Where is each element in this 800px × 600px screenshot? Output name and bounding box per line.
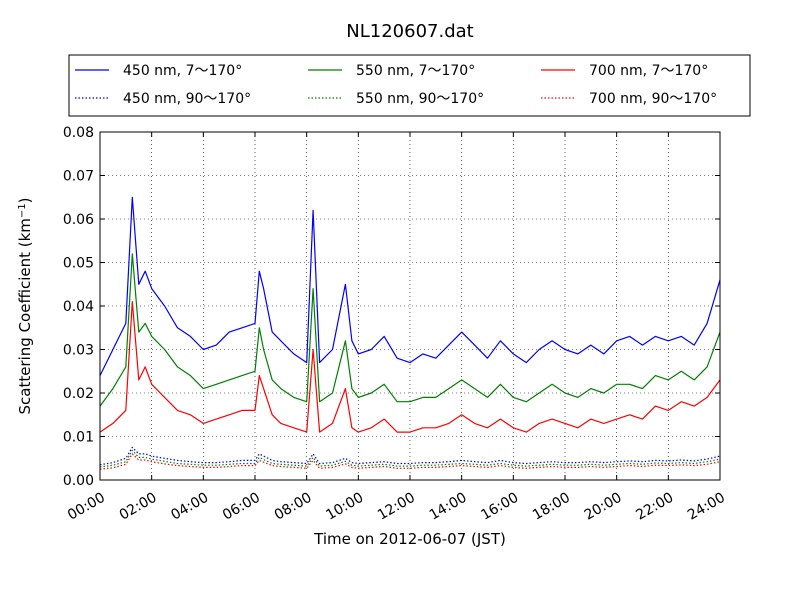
legend-label: 550 nm, 90～170° bbox=[356, 91, 484, 107]
series-line bbox=[99, 301, 721, 433]
legend-label: 450 nm, 7～170° bbox=[123, 63, 242, 79]
chart-title: NL120607.dat bbox=[346, 21, 473, 42]
plot-area: 00:00 02:00 04:00 06:00 08:00 10:00 12:00 14:00… bbox=[63, 125, 728, 524]
x-axis-label: Time on 2012-06-07 (JST) bbox=[313, 530, 506, 548]
legend: 450 nm, 7～170° 550 nm, 7～170° 700 nm, 7～17… bbox=[68, 54, 751, 117]
y-tick-label: 0.02 bbox=[63, 386, 94, 402]
y-axis-label-close: ) bbox=[16, 197, 34, 203]
legend-label: 700 nm, 90～170° bbox=[589, 91, 717, 107]
y-tick-label: 0.00 bbox=[63, 473, 94, 489]
y-tick-label: 0.08 bbox=[63, 125, 94, 141]
y-axis-label-exponent: −1 bbox=[17, 203, 28, 218]
y-tick-label: 0.04 bbox=[63, 299, 94, 315]
y-tick-label: 0.03 bbox=[63, 343, 94, 359]
y-tick-label: 0.05 bbox=[63, 256, 94, 272]
legend-label: 700 nm, 7～170° bbox=[589, 63, 708, 79]
legend-frame bbox=[68, 54, 751, 117]
y-tick-label: 0.01 bbox=[63, 430, 94, 446]
legend-label: 450 nm, 90～170° bbox=[123, 91, 251, 107]
y-tick-label: 0.06 bbox=[63, 212, 94, 228]
y-tick-label: 0.07 bbox=[63, 169, 94, 185]
series-line bbox=[99, 446, 721, 466]
series-line bbox=[99, 196, 721, 376]
series-layer bbox=[99, 196, 721, 470]
series-line bbox=[99, 253, 721, 407]
y-axis-label: Scattering Coefficient (km−1) bbox=[16, 197, 34, 414]
series-line bbox=[99, 453, 721, 470]
grid-lines bbox=[100, 132, 720, 480]
y-axis-label-main: Scattering Coefficient (km bbox=[16, 218, 34, 414]
legend-label: 550 nm, 7～170° bbox=[356, 63, 475, 79]
